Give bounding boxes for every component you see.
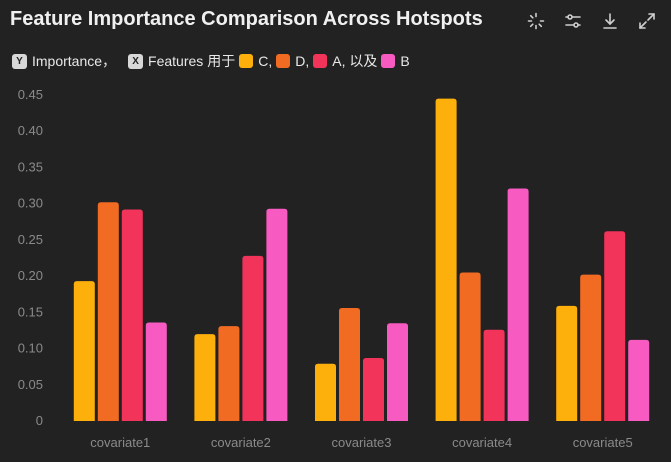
y-tick-label: 0.10	[18, 341, 43, 356]
x-tick-label: covariate3	[332, 435, 392, 450]
bar-b-covariate3[interactable]	[387, 323, 408, 421]
y-axis-label: Importance	[32, 53, 103, 69]
y-tick-label: 0.30	[18, 196, 43, 211]
bar-d-covariate3[interactable]	[339, 307, 360, 421]
bar-c-covariate2[interactable]	[194, 334, 216, 421]
x-tick-label: covariate2	[211, 435, 271, 450]
legend-label: B	[400, 53, 410, 69]
legend-item-c[interactable]: C,	[239, 53, 272, 69]
download-icon[interactable]	[600, 11, 620, 31]
bar-d-covariate1[interactable]	[97, 202, 119, 421]
chart-title: Feature Importance Comparison Across Hot…	[10, 8, 483, 30]
legend-swatch	[313, 54, 328, 68]
x-tick-label: covariate4	[452, 435, 512, 450]
legend-label: C,	[258, 53, 273, 69]
y-tick-label: 0.25	[18, 232, 43, 247]
y-tick-label: 0.40	[18, 123, 43, 138]
legend-swatch	[381, 54, 396, 68]
bar-c-covariate5[interactable]	[556, 305, 578, 421]
legend-separator: ，	[102, 53, 117, 69]
x-axis-chip: X	[128, 53, 144, 69]
legend-label: D,	[295, 53, 310, 69]
bar-a-covariate3[interactable]	[363, 357, 384, 421]
bar-b-covariate4[interactable]	[507, 188, 529, 421]
bar-a-covariate5[interactable]	[604, 231, 626, 421]
bar-b-covariate5[interactable]	[628, 339, 650, 421]
legend-connector: 用于	[207, 53, 236, 69]
legend-item-d[interactable]: D,	[276, 53, 309, 69]
fullscreen-icon[interactable]	[637, 11, 657, 31]
bar-chart: 0 0.05 0.10 0.15 0.20 0.25 0.30 0.35 0.40 0.45 cov…	[18, 87, 650, 450]
bar-c-covariate4[interactable]	[435, 98, 457, 421]
bar-d-covariate5[interactable]	[580, 274, 602, 421]
bar-b-covariate1[interactable]	[145, 322, 167, 421]
y-tick-label: 0.20	[18, 268, 43, 283]
y-tick-label: 0.05	[18, 377, 43, 392]
adjust-icon[interactable]	[563, 11, 583, 31]
y-tick-label: 0.15	[18, 304, 43, 319]
y-axis-chip: Y	[12, 53, 27, 69]
y-tick-label: 0.35	[18, 159, 43, 174]
y-tick-label: 0	[36, 413, 43, 428]
y-tick-label: 0.45	[18, 87, 43, 102]
select-icon[interactable]	[526, 11, 546, 31]
legend: Y Importance ， X Features 用于 C, D, A, 以及…	[12, 51, 410, 71]
legend-item-a[interactable]: A, 以及	[313, 51, 377, 71]
bar-a-covariate1[interactable]	[121, 209, 143, 421]
x-axis-label: Features	[148, 53, 204, 69]
legend-swatch	[239, 54, 254, 68]
bar-d-covariate4[interactable]	[459, 272, 481, 421]
legend-item-b[interactable]: B	[381, 53, 410, 69]
x-tick-label: covariate1	[90, 435, 150, 450]
x-tick-label: covariate5	[573, 435, 633, 450]
bar-c-covariate1[interactable]	[73, 281, 95, 421]
chart-toolbar	[526, 11, 657, 31]
legend-swatch	[276, 54, 291, 68]
bar-b-covariate2[interactable]	[266, 208, 288, 421]
legend-label: A, 以及	[332, 53, 378, 69]
bar-d-covariate2[interactable]	[218, 326, 240, 421]
bar-c-covariate3[interactable]	[315, 363, 336, 421]
bar-a-covariate2[interactable]	[242, 255, 264, 421]
bar-a-covariate4[interactable]	[483, 329, 505, 421]
